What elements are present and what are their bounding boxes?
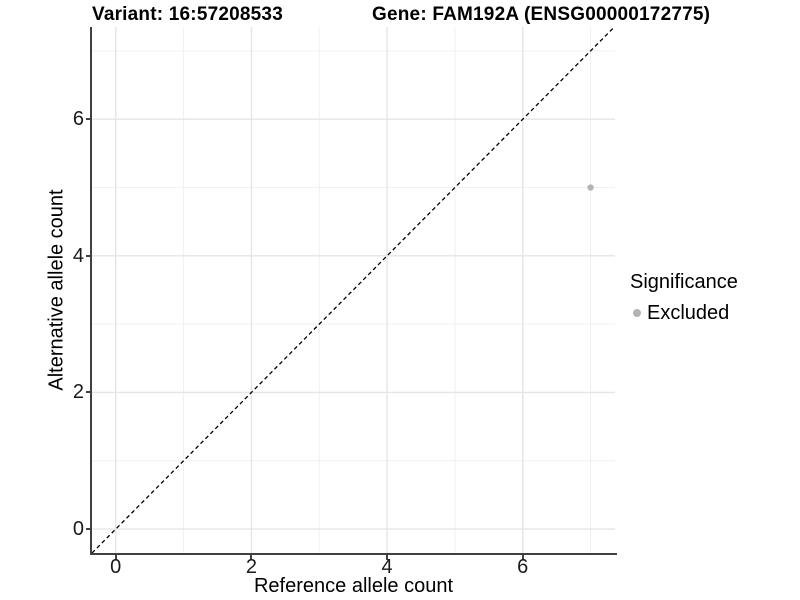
y-tick-label: 2: [72, 381, 84, 404]
x-tick-mark: [250, 555, 253, 560]
y-tick-mark: [86, 254, 91, 257]
x-tick-mark: [521, 555, 524, 560]
y-tick-label: 4: [72, 244, 84, 267]
legend-item-excluded: Excluded: [630, 303, 738, 323]
y-tick-mark: [86, 391, 91, 394]
plot-canvas: [92, 27, 615, 553]
y-axis-line: [90, 27, 92, 555]
x-axis-line: [90, 553, 617, 555]
data-point: [587, 184, 594, 191]
y-axis-title: Alternative allele count: [45, 189, 68, 391]
x-tick-label: 4: [381, 556, 393, 578]
legend: Significance Excluded: [630, 271, 738, 323]
x-axis-title: Reference allele count: [253, 575, 453, 597]
x-tick-mark: [386, 555, 389, 560]
legend-item-label: Excluded: [647, 302, 730, 324]
x-tick-mark: [114, 555, 117, 560]
x-tick-label: 6: [517, 556, 529, 578]
legend-key-dot-icon: [633, 309, 641, 317]
y-tick-label: 6: [72, 108, 84, 131]
identity-dashed-line: [92, 27, 615, 553]
x-tick-label: 0: [110, 556, 122, 578]
y-tick-mark: [86, 118, 91, 121]
y-tick-label: 0: [72, 518, 84, 541]
plot-title-gene: Gene: FAM192A (ENSG00000172775): [372, 4, 711, 25]
plot-title-variant: Variant: 16:57208533: [92, 4, 283, 25]
y-tick-mark: [86, 528, 91, 531]
x-tick-label: 2: [245, 556, 257, 578]
plot-panel: [92, 27, 615, 553]
legend-title: Significance: [630, 271, 738, 293]
